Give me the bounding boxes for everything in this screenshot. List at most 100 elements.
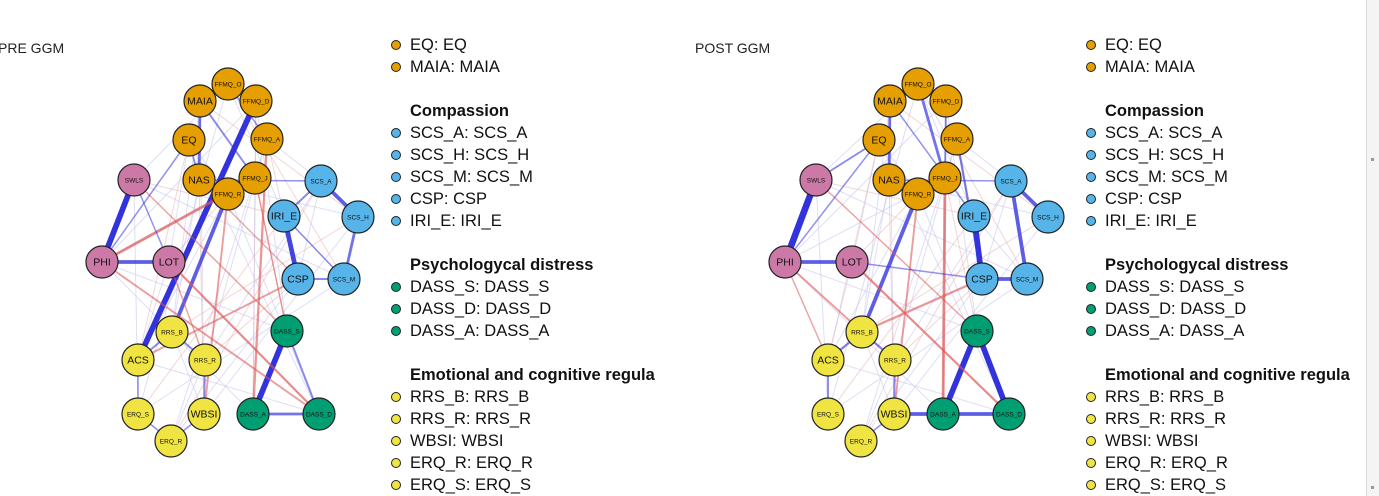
node-label: ACS — [127, 355, 149, 367]
node-label: FFMQ_R — [215, 192, 242, 199]
node-circle — [327, 262, 361, 296]
legend-item: ERQ_R: ERQ_R — [389, 452, 655, 474]
legend-label: ERQ_S: ERQ_S — [410, 476, 532, 494]
legend-dot — [391, 150, 401, 160]
node-label: RRS_R — [194, 358, 216, 365]
node-lot: LOT — [152, 245, 186, 279]
edge-swls-dass_s — [133, 179, 288, 332]
legend-label: MAIA: MAIA — [1105, 58, 1195, 76]
node-circle — [117, 163, 151, 197]
node-wbsi: WBSI — [877, 397, 911, 431]
node-label: LOT — [842, 257, 863, 269]
legend-label: SCS_H: SCS_H — [410, 146, 530, 164]
node-circle — [872, 163, 906, 197]
node-circle — [211, 67, 245, 101]
node-circle — [152, 245, 186, 279]
edge — [861, 216, 1049, 333]
node-rrs-b: RRS_B — [155, 315, 189, 349]
node-dass-a: DASS_A — [236, 397, 270, 431]
legend-label: DASS_A: DASS_A — [1105, 322, 1245, 340]
edge-maia-iri_e — [889, 100, 975, 217]
node-swls: SWLS — [117, 163, 151, 197]
legend-item: RRS_B: RRS_B — [389, 386, 655, 408]
legend-dot — [391, 326, 401, 336]
legend-item: ERQ_S: ERQ_S — [389, 474, 655, 496]
node-circle — [250, 122, 284, 156]
edge — [815, 179, 975, 217]
legend-item: DASS_S: DASS_S — [389, 276, 655, 298]
node-circle — [992, 397, 1026, 431]
edge — [252, 177, 256, 415]
node-circle — [873, 84, 907, 118]
node-label: SCS_H — [347, 215, 369, 222]
node-circle — [901, 177, 935, 211]
node-scs-m: SCS_M — [327, 262, 361, 296]
edge-phi-acs — [784, 261, 829, 361]
edge-lot-rrs_r — [168, 261, 206, 361]
node-circle — [1031, 200, 1065, 234]
edge — [137, 215, 285, 415]
post-ggm-legend: EQ: EQ MAIA: MAIA Compassion SCS_A: SCS_… — [1084, 34, 1350, 496]
node-ffmq-a: FFMQ_A — [940, 122, 974, 156]
edge — [227, 193, 320, 415]
edge — [917, 83, 1028, 280]
legend-label: EQ: EQ — [1105, 36, 1162, 54]
edge-ffmq_r-wbsi — [203, 193, 229, 415]
node-circle — [121, 397, 155, 431]
node-label: ERQ_S — [127, 412, 150, 419]
node-label: PHI — [776, 257, 794, 269]
node-circle — [236, 397, 270, 431]
node-nas: NAS — [872, 163, 906, 197]
legend-dot — [1086, 282, 1096, 292]
node-scs-a: SCS_A — [994, 164, 1028, 198]
node-dass-s: DASS_S — [270, 314, 304, 348]
node-iri-e: IRI_E — [267, 199, 301, 233]
legend-label: ERQ_R: ERQ_R — [1105, 454, 1228, 472]
legend-item: EQ: EQ — [1084, 34, 1350, 56]
node-maia: MAIA — [183, 84, 217, 118]
edge-lot-dass_d — [850, 260, 1011, 416]
legend-item: EQ: EQ — [389, 34, 655, 56]
scroll-marker — [1371, 486, 1374, 489]
node-circle — [238, 161, 272, 195]
node-circle — [281, 262, 315, 296]
node-label: LOT — [159, 257, 180, 269]
node-scs-h: SCS_H — [1031, 200, 1065, 234]
node-ffmq-d: FFMQ_D — [239, 84, 273, 118]
node-scs-a: SCS_A — [304, 164, 338, 198]
node-circle — [154, 424, 188, 458]
legend-dot — [1086, 128, 1096, 138]
node-circle — [302, 397, 336, 431]
edge — [815, 179, 1028, 280]
pre-ggm-panel: PRE GGM FFMQ_O MAIA FFMQ_D EQ FFMQ_A SWLS NAS F… — [0, 34, 655, 496]
legend-dot — [391, 40, 401, 50]
node-circle — [877, 397, 911, 431]
legend-label: ERQ_R: ERQ_R — [410, 454, 533, 472]
node-label: WBSI — [881, 409, 908, 421]
node-label: SCS_A — [1000, 179, 1022, 186]
edge — [204, 180, 322, 361]
legend-item: MAIA: MAIA — [389, 56, 655, 78]
window-scrollbar[interactable] — [1366, 0, 1379, 496]
node-label: EQ — [181, 135, 196, 147]
legend-label: RRS_R: RRS_R — [410, 410, 532, 428]
legend-dot — [391, 414, 401, 424]
node-label: IRI_E — [271, 211, 297, 223]
legend-dot — [391, 458, 401, 468]
legend-dot — [391, 282, 401, 292]
edge-lot-csp — [851, 261, 983, 280]
node-circle — [926, 397, 960, 431]
edge-phi-rrs_b — [784, 261, 863, 333]
edge — [827, 359, 1010, 415]
legend-label: DASS_S: DASS_S — [410, 278, 550, 296]
edge — [137, 359, 320, 415]
node-label: SWLS — [125, 178, 144, 185]
node-label: SCS_M — [1016, 277, 1038, 284]
node-label: FFMQ_J — [932, 176, 957, 183]
node-maia: MAIA — [873, 84, 907, 118]
legend-dot — [1086, 458, 1096, 468]
node-label: DASS_S — [964, 329, 990, 336]
node-ffmq-j: FFMQ_J — [238, 161, 272, 195]
